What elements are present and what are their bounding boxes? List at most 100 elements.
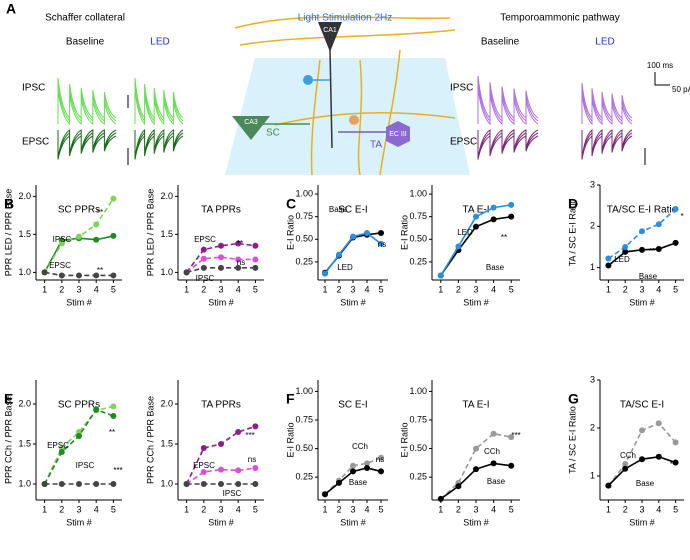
data-point (336, 251, 342, 258)
data-point (110, 272, 117, 279)
x-axis-label: Stim # (208, 297, 234, 307)
data-point (622, 243, 629, 250)
x-tick-label: 3 (218, 504, 223, 514)
data-point (639, 456, 645, 463)
x-tick-label: 2 (336, 504, 341, 514)
annotation: Base (349, 478, 368, 487)
data-point (235, 481, 242, 487)
y-axis-label: PPR CCh / PPR Base (145, 396, 155, 484)
label: IPSC (450, 83, 473, 94)
panel-letter: A (6, 1, 16, 17)
label: LED (150, 37, 169, 48)
data-point (508, 434, 515, 441)
y-tick-label: 1.5 (160, 229, 173, 239)
x-tick-label: 5 (253, 284, 258, 294)
label: TA (370, 140, 382, 151)
data-point (490, 460, 497, 467)
trace (477, 129, 539, 160)
annotation: IPSC (223, 489, 242, 498)
y-tick-label: 1 (590, 470, 595, 480)
x-axis-label: Stim # (208, 517, 234, 527)
annotation: ** (670, 460, 676, 469)
data-point (378, 468, 384, 475)
annotation: EPSC (194, 235, 216, 244)
annotation: EPSC (49, 261, 71, 270)
x-tick-label: 1 (184, 504, 189, 514)
y-tick-label: 0.75 (409, 211, 427, 221)
data-point (490, 430, 497, 437)
label: 100 ms (647, 61, 673, 70)
y-axis-label: E-I Ratio (399, 422, 409, 457)
y-axis-label: PPR LED / PPR Base (3, 189, 13, 277)
x-tick-label: 1 (322, 284, 327, 294)
y-axis-label: E-I Ratio (285, 422, 295, 457)
y-tick-label: 1.5 (18, 229, 31, 239)
y-axis-label: PPR CCh / PPR Base (3, 396, 13, 484)
annotation: CCh (352, 442, 368, 451)
light-area (225, 58, 470, 175)
data-point (473, 213, 479, 220)
y-tick-label: 1.00 (295, 386, 313, 396)
data-point (322, 270, 328, 277)
panel-letter: B (4, 196, 14, 212)
series-line (185, 242, 256, 273)
annotation: ns (237, 258, 245, 267)
x-tick-label: 2 (456, 284, 461, 294)
panel-letter: F (286, 391, 295, 407)
data-point (252, 465, 259, 471)
y-tick-label: 2.0 (18, 398, 31, 408)
y-axis-label: PPR LED / PPR Base (145, 189, 155, 277)
data-point (437, 272, 444, 279)
x-tick-label: 5 (509, 504, 514, 514)
annotation: Base (329, 205, 348, 214)
data-point (378, 454, 384, 461)
x-tick-label: 3 (639, 504, 644, 514)
annotation: Base (487, 477, 506, 486)
x-tick-label: 3 (350, 504, 355, 514)
data-point (58, 272, 65, 279)
annotation: CCh (484, 447, 500, 456)
data-point (58, 481, 65, 487)
y-tick-label: 1.0 (160, 478, 173, 488)
data-point (93, 406, 100, 413)
annotation: ** (501, 233, 507, 242)
data-point (605, 262, 612, 269)
trace (477, 75, 539, 126)
annotation: ** (237, 239, 243, 248)
panel-letter: D (568, 196, 578, 212)
data-point (672, 205, 679, 212)
data-point (76, 272, 82, 279)
x-tick-label: 2 (623, 284, 628, 294)
annotation: ** (649, 247, 655, 256)
data-point (473, 223, 479, 230)
data-point (235, 429, 242, 435)
data-point (252, 264, 259, 271)
y-tick-label: 1.0 (160, 267, 173, 277)
x-tick-label: 1 (438, 284, 443, 294)
data-point (235, 256, 242, 263)
data-point (218, 441, 224, 447)
chart-title: TA PPRs (201, 205, 241, 216)
data-point (200, 481, 207, 487)
data-point (200, 255, 207, 262)
x-tick-label: 4 (364, 284, 369, 294)
data-point (672, 459, 679, 466)
data-point (183, 481, 190, 487)
annotation: * (680, 212, 683, 221)
y-tick-label: 2.0 (160, 398, 173, 408)
data-point (364, 229, 370, 236)
data-point (622, 465, 629, 472)
x-tick-label: 3 (76, 504, 81, 514)
x-tick-label: 2 (456, 504, 461, 514)
data-point (322, 491, 328, 498)
data-point (622, 461, 629, 467)
y-tick-label: 1.5 (160, 438, 173, 448)
chart-title: TA E-I (462, 205, 489, 216)
x-tick-label: 2 (59, 504, 64, 514)
x-tick-label: 5 (378, 504, 383, 514)
data-point (455, 243, 462, 250)
data-point (183, 269, 190, 276)
annotation: *** (511, 431, 520, 440)
y-axis-label: TA / SC E-I Ratio (567, 199, 577, 267)
x-tick-label: 5 (111, 284, 116, 294)
